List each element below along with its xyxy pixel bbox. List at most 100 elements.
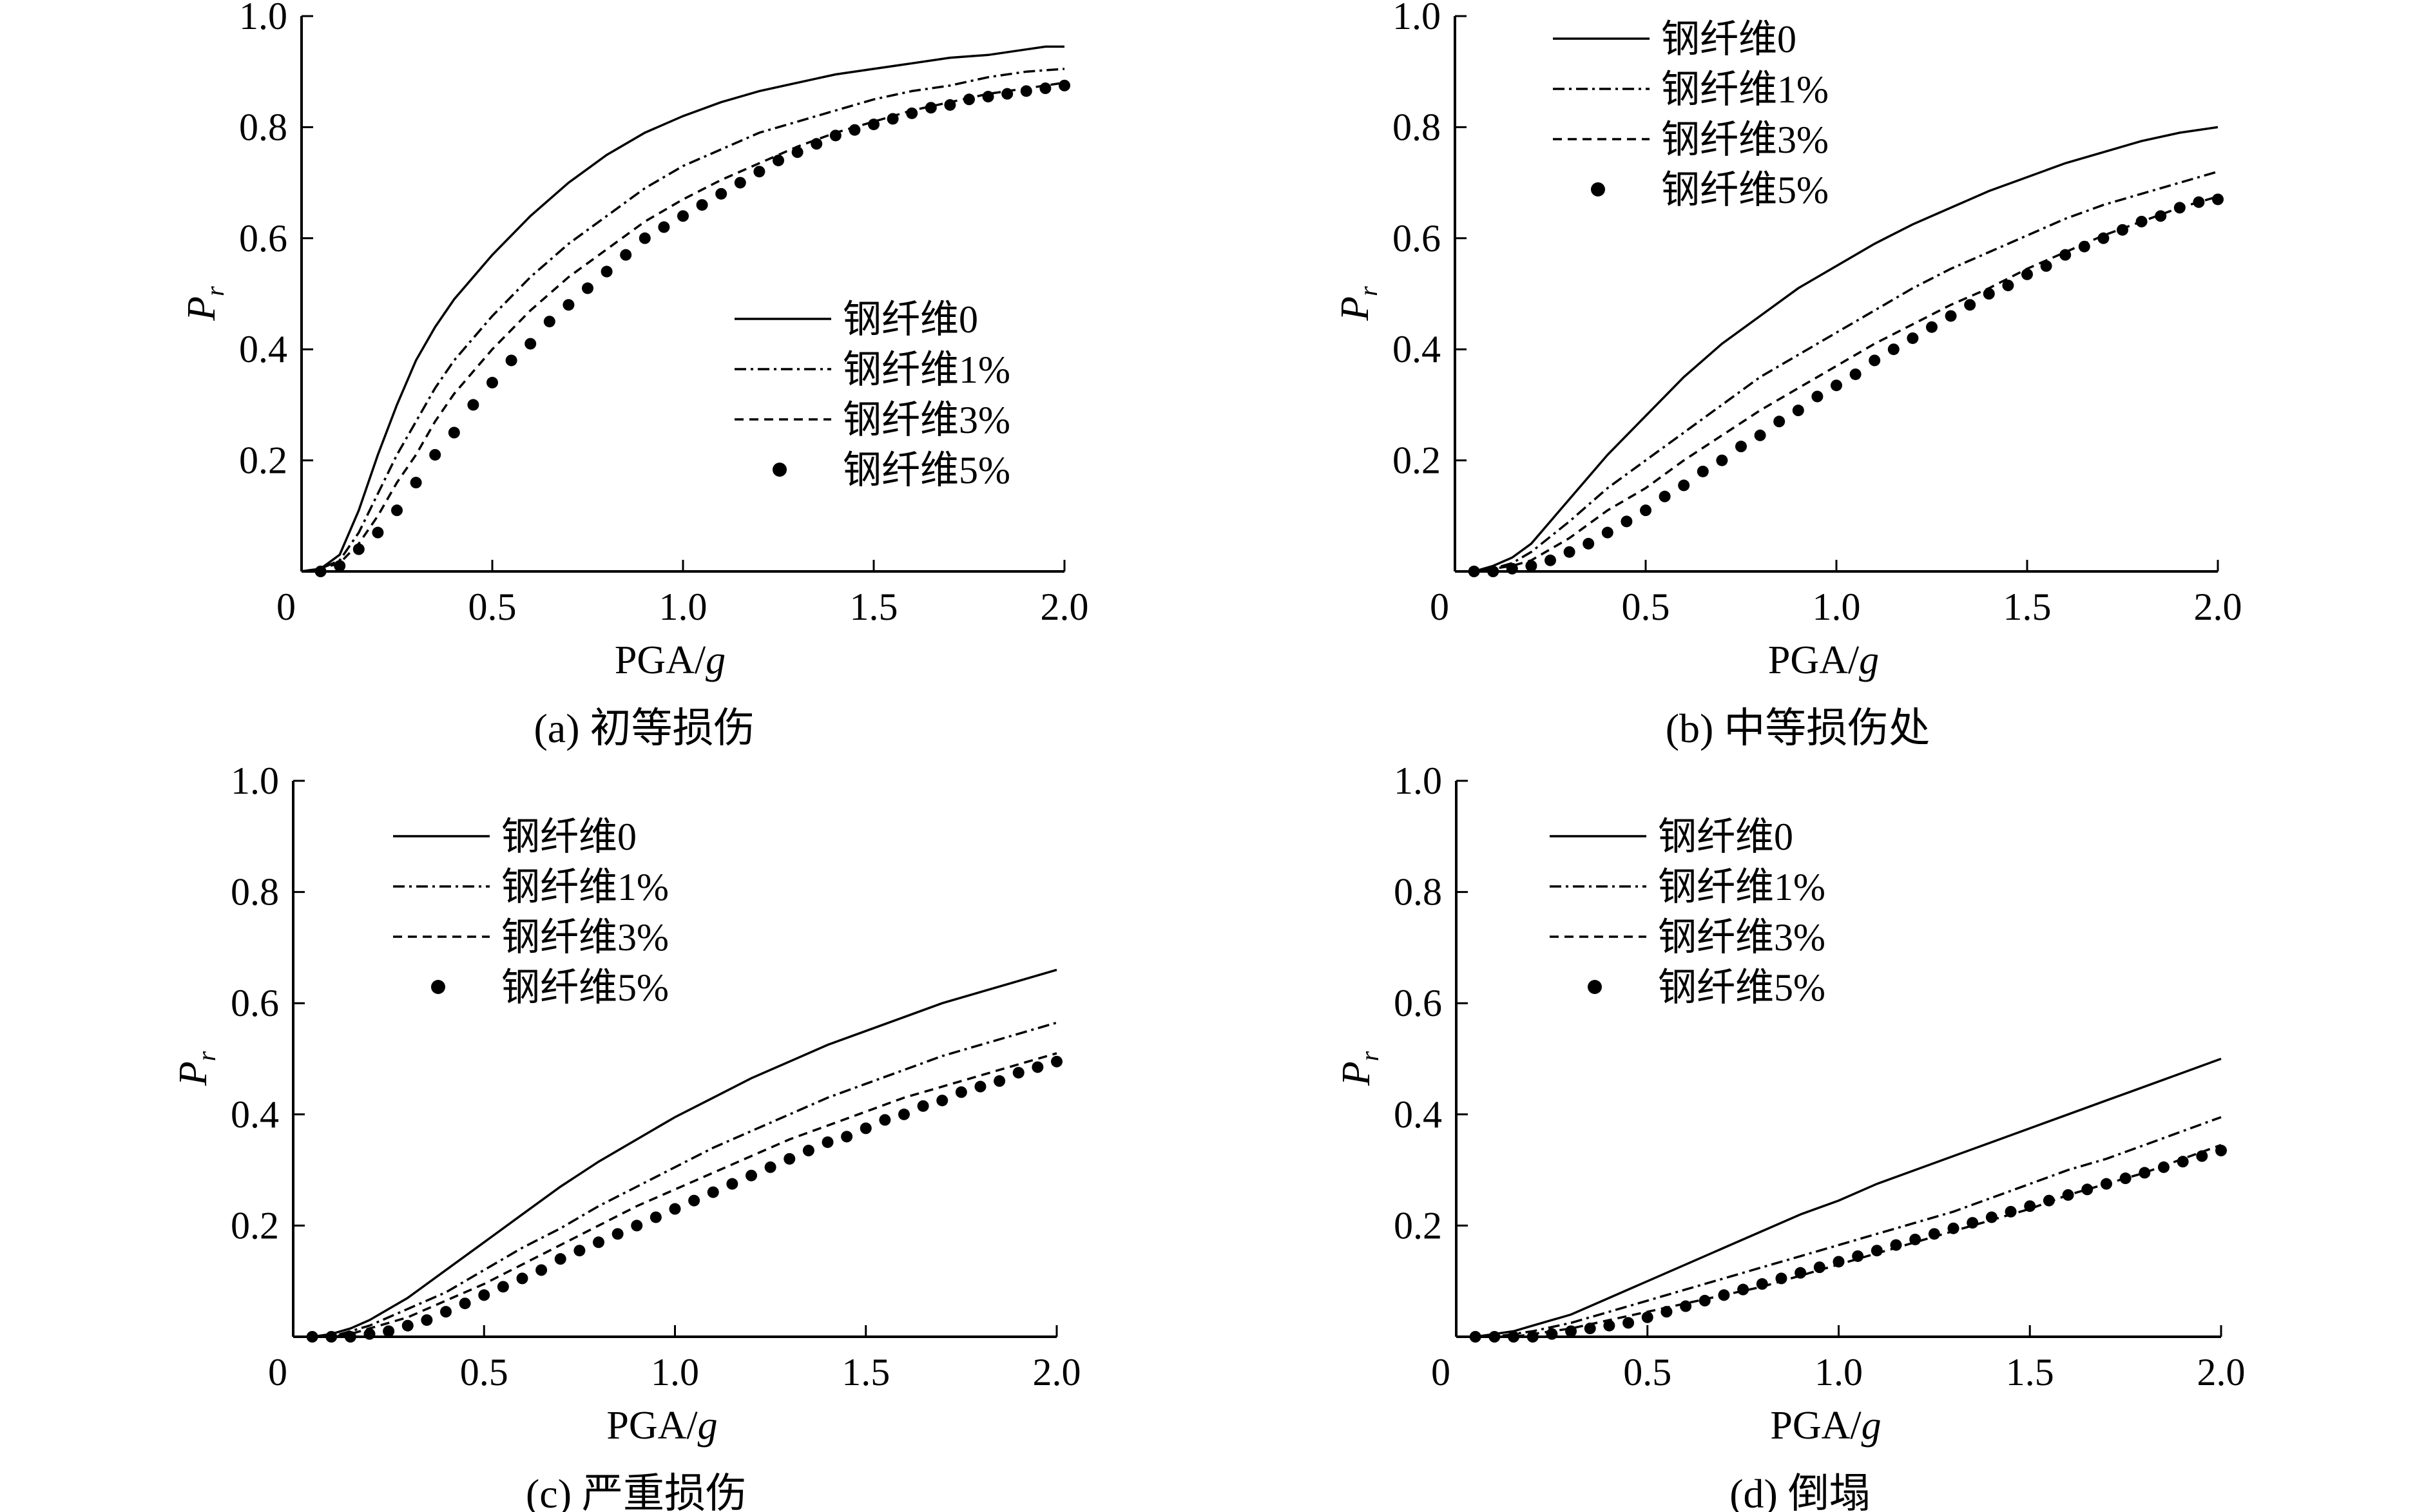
y-axis-label: Pr	[1334, 1051, 1384, 1086]
panel-caption: (d) 倒塌	[1729, 1471, 1871, 1512]
data-point	[955, 1086, 967, 1098]
legend-label: 钢纤维0	[1658, 816, 1793, 858]
data-point	[811, 138, 823, 150]
data-point	[898, 1108, 910, 1120]
series-0	[301, 45, 1064, 573]
data-point	[906, 107, 918, 119]
data-point	[352, 543, 365, 555]
y-tick-label: 0.6	[1394, 982, 1442, 1024]
data-point	[658, 221, 670, 233]
data-point	[677, 210, 689, 222]
data-point	[1059, 79, 1070, 91]
data-point	[784, 1153, 796, 1165]
y-tick-label: 0.4	[1394, 1093, 1442, 1136]
data-point	[429, 448, 441, 461]
data-point	[1601, 526, 1613, 539]
y-tick-label: 1.0	[1394, 760, 1442, 802]
data-point	[1488, 1331, 1501, 1343]
series-line	[1456, 1116, 2222, 1338]
data-point	[543, 316, 555, 328]
data-point	[314, 566, 327, 577]
series-line	[301, 68, 1065, 573]
legend-label: 钢纤维5%	[1661, 169, 1829, 211]
legend-label: 钢纤维0	[501, 816, 637, 858]
data-point	[1890, 1239, 1902, 1251]
data-point	[1545, 554, 1556, 566]
data-point	[1773, 416, 1785, 428]
data-point	[1716, 454, 1728, 466]
data-point	[525, 338, 537, 350]
data-point	[1622, 1317, 1635, 1329]
data-point	[849, 124, 861, 136]
data-point	[1775, 1272, 1787, 1285]
y-axis-label: Pr	[171, 1051, 221, 1086]
data-point	[505, 354, 517, 367]
series-1	[1455, 170, 2218, 573]
data-point	[2081, 1183, 2093, 1196]
series-3	[306, 1055, 1063, 1343]
legend: 钢纤维0 钢纤维1% 钢纤维3% 钢纤维5%	[1550, 816, 1825, 1009]
data-point	[802, 1144, 814, 1156]
x-tick-label: 0.5	[1622, 586, 1670, 628]
data-point	[2059, 249, 2072, 261]
data-point	[1871, 1245, 1883, 1257]
data-point	[974, 1080, 987, 1093]
data-point	[2155, 210, 2167, 222]
data-point	[860, 1122, 872, 1134]
data-point	[2021, 268, 2033, 280]
legend: 钢纤维0 钢纤维1% 钢纤维3% 钢纤维5%	[1553, 18, 1829, 211]
data-point	[1756, 1278, 1768, 1290]
x-tick-label: 2.0	[1033, 1351, 1081, 1393]
data-point	[1032, 1061, 1044, 1073]
data-point	[1697, 465, 1709, 477]
data-point	[963, 93, 975, 106]
data-point	[1831, 379, 1842, 392]
data-point	[1813, 1261, 1825, 1274]
data-point	[2135, 215, 2148, 227]
data-point	[2040, 260, 2052, 272]
data-point	[440, 1306, 452, 1318]
panel-caption: (a) 初等损伤	[534, 705, 755, 751]
data-point	[1487, 566, 1499, 577]
panel-b: 0 0.5 1.0 1.5 2.00.20.40.60.81.0PGA/gPr钢纤维0钢…	[1333, 0, 2242, 751]
data-point	[841, 1131, 853, 1143]
data-point	[936, 1095, 948, 1107]
x-tick-label: 0.5	[460, 1351, 508, 1393]
x-tick-label: 1.0	[651, 1351, 699, 1393]
x-tick-label: 2.0	[2197, 1351, 2246, 1393]
x-tick-label: 1.5	[2006, 1351, 2054, 1393]
data-point	[601, 265, 613, 278]
legend-label: 钢纤维5%	[1658, 966, 1825, 1009]
series-1	[301, 68, 1065, 573]
data-point	[344, 1331, 356, 1343]
data-point	[1640, 504, 1651, 517]
data-point	[829, 129, 842, 142]
data-point	[497, 1281, 509, 1293]
data-point	[467, 399, 479, 411]
data-point	[516, 1272, 528, 1285]
series-0	[1456, 1057, 2222, 1338]
data-point	[573, 1245, 586, 1257]
series-line	[1455, 126, 2218, 573]
y-tick-label: 0.4	[231, 1093, 279, 1136]
x-axis-label: PGA/g	[606, 1404, 717, 1448]
data-point	[1583, 537, 1595, 550]
y-tick-label: 0.6	[231, 982, 279, 1024]
series-line	[301, 45, 1064, 573]
data-point	[1563, 546, 1575, 558]
y-tick-label: 0.8	[1394, 871, 1442, 914]
data-point	[1660, 1306, 1673, 1318]
data-point	[459, 1297, 471, 1310]
series-line	[1456, 1144, 2222, 1338]
series-3	[314, 79, 1070, 577]
series-2	[1456, 1144, 2222, 1338]
data-point	[1680, 1300, 1692, 1312]
data-point	[688, 1194, 700, 1207]
x-tick-label: 1.0	[1813, 586, 1861, 628]
y-tick-label: 0.2	[1394, 1204, 1442, 1247]
data-point	[1945, 310, 1957, 322]
data-point	[879, 1114, 891, 1126]
data-point	[1852, 1250, 1864, 1262]
data-point	[715, 187, 727, 200]
data-point	[410, 477, 422, 489]
